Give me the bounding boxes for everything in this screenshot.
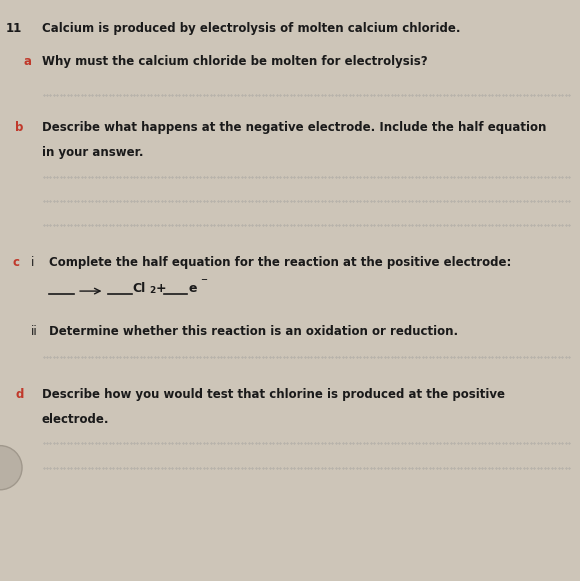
- Text: Cl: Cl: [133, 282, 146, 295]
- Text: Calcium is produced by electrolysis of molten calcium chloride.: Calcium is produced by electrolysis of m…: [42, 22, 461, 35]
- Text: +: +: [156, 282, 166, 295]
- Text: −: −: [200, 275, 207, 284]
- Text: 11: 11: [6, 22, 22, 35]
- Text: ii: ii: [31, 325, 38, 338]
- Text: Complete the half equation for the reaction at the positive electrode:: Complete the half equation for the react…: [49, 256, 512, 268]
- Text: 2: 2: [149, 286, 155, 295]
- Circle shape: [0, 446, 22, 490]
- Text: a: a: [23, 55, 31, 68]
- Text: d: d: [15, 388, 23, 400]
- Text: Describe how you would test that chlorine is produced at the positive: Describe how you would test that chlorin…: [42, 388, 505, 400]
- Text: i: i: [31, 256, 35, 268]
- Text: Why must the calcium chloride be molten for electrolysis?: Why must the calcium chloride be molten …: [42, 55, 427, 68]
- Text: e: e: [188, 282, 197, 295]
- Text: c: c: [13, 256, 20, 268]
- Text: Determine whether this reaction is an oxidation or reduction.: Determine whether this reaction is an ox…: [49, 325, 458, 338]
- Text: Describe what happens at the negative electrode. Include the half equation: Describe what happens at the negative el…: [42, 121, 546, 134]
- Text: b: b: [15, 121, 23, 134]
- Text: electrode.: electrode.: [42, 413, 109, 426]
- Text: in your answer.: in your answer.: [42, 146, 143, 159]
